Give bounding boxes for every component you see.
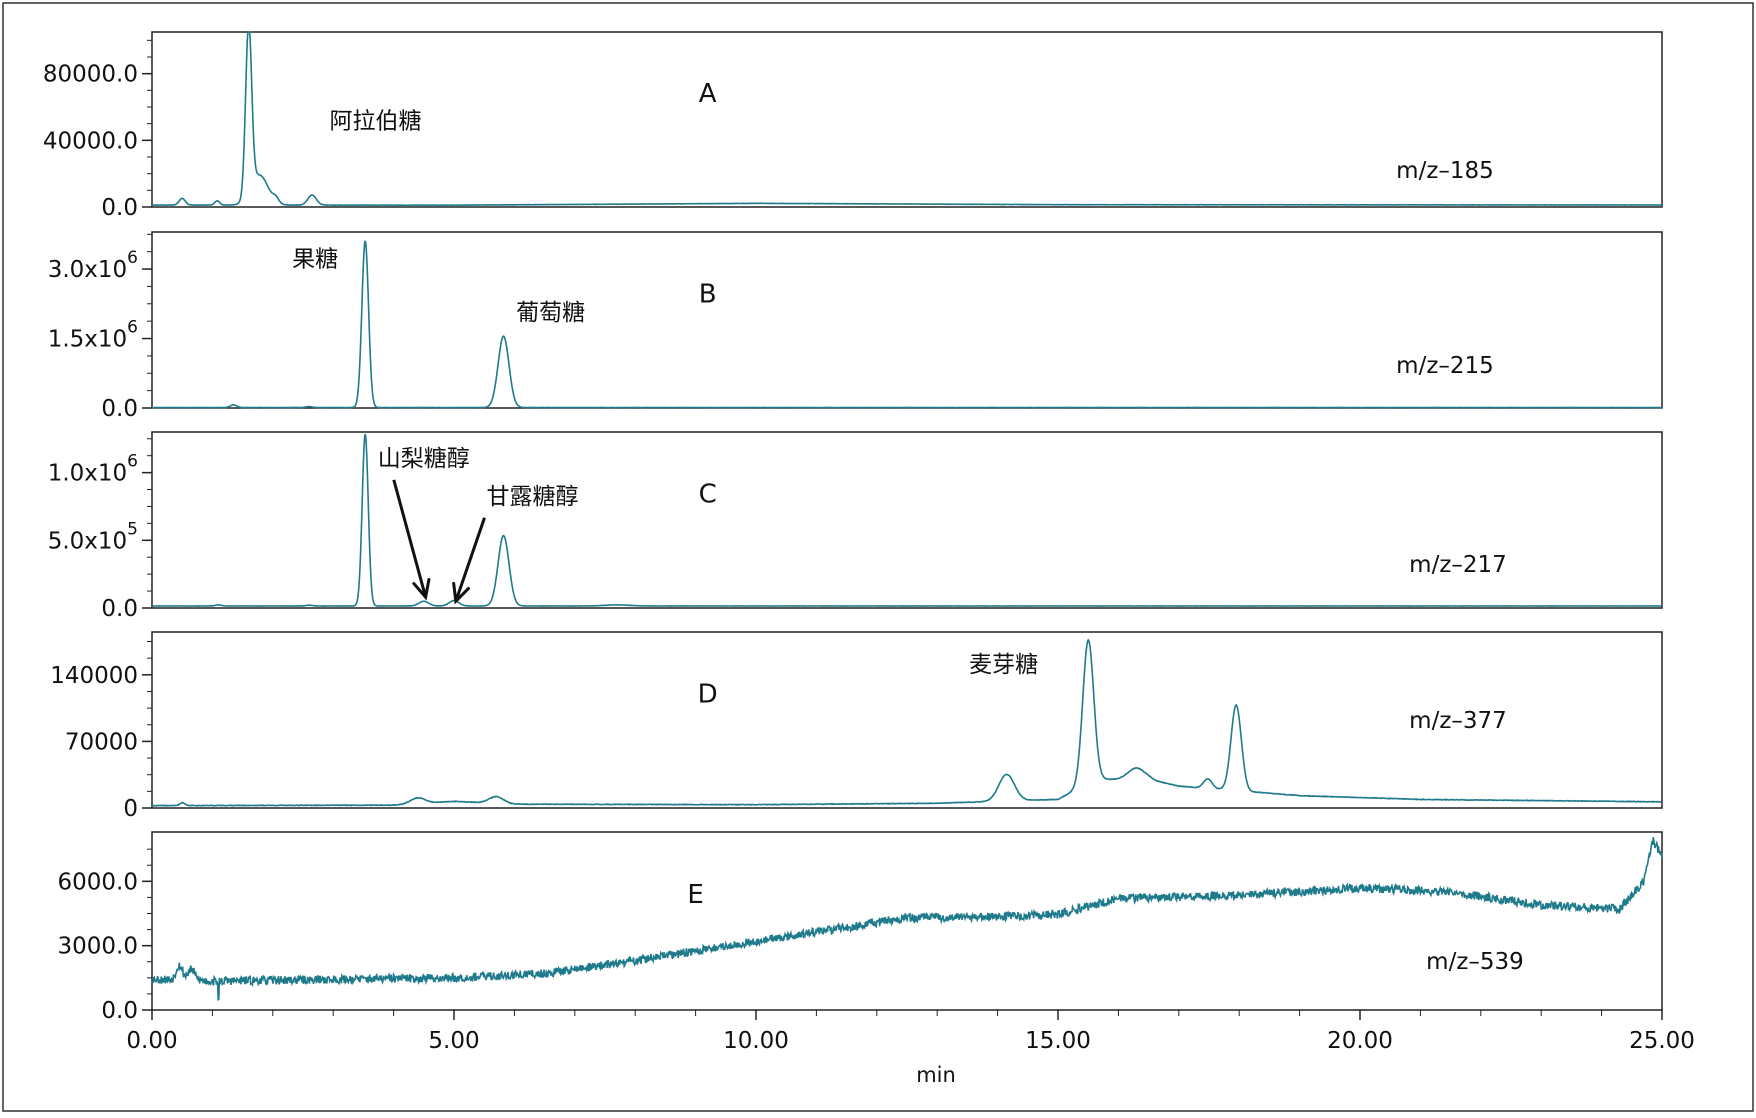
ion-label: m/z–185: [1396, 158, 1494, 184]
x-tick-label: 20.00: [1327, 1028, 1393, 1054]
trace-C: [151, 433, 1663, 607]
ion-label: m/z–215: [1396, 353, 1494, 379]
annotation-arrowhead: [412, 577, 431, 601]
x-tick-label: 5.00: [428, 1028, 479, 1054]
ion-label: m/z–217: [1409, 552, 1507, 578]
y-tick-label-base: 3.0x10: [48, 257, 127, 283]
trace-D: [151, 638, 1663, 807]
peak-annotation: 麦芽糖: [969, 652, 1038, 678]
y-tick-label: 3.0x106: [48, 248, 138, 283]
panel-frame: [151, 631, 1663, 809]
trace-E: [151, 837, 1663, 1002]
y-tick-label-exponent: 6: [127, 248, 138, 268]
y-tick-label-base: 5.0x10: [48, 528, 127, 554]
panel-E: 0.0 3000.0 6000.0 Em/z–539: [58, 831, 1663, 1024]
panel-letter: E: [687, 880, 703, 910]
peak-annotation: 果糖: [292, 247, 338, 273]
annotation-arrowhead: [452, 581, 470, 605]
y-tick-label: 0.0: [101, 596, 138, 622]
x-tick-label: 0.00: [126, 1028, 177, 1054]
y-tick-label: 5.0x105: [48, 519, 138, 554]
ion-label: m/z–539: [1426, 949, 1524, 975]
y-tick-label: 40000.0: [43, 128, 138, 154]
y-tick-label-exponent: 6: [127, 318, 138, 338]
y-tick-label-base: 1.5x10: [48, 327, 127, 353]
y-tick-label: 1.0x106: [48, 452, 138, 487]
panel-frame: [151, 31, 1663, 208]
x-tick-label: 10.00: [723, 1028, 789, 1054]
trace-A: [151, 31, 1663, 207]
peak-annotation: 葡萄糖: [516, 300, 585, 326]
y-tick-label: 0.0: [101, 195, 138, 221]
y-tick-label: 140000: [50, 663, 138, 689]
panel-A: 0.0 40000.0 80000.0 Am/z–185 阿拉伯糖: [43, 31, 1663, 221]
panel-letter: D: [698, 679, 718, 709]
x-axis: 0.00 5.00 10.00 15.00 20.00 25.00 min: [126, 1010, 1695, 1087]
x-tick-label: 25.00: [1629, 1028, 1695, 1054]
y-tick-label-base: 1.0x10: [48, 461, 127, 487]
y-tick-label: 6000.0: [58, 869, 138, 895]
ion-label: m/z–377: [1409, 708, 1507, 734]
x-tick-label: 15.00: [1025, 1028, 1091, 1054]
y-tick-label: 0.0: [101, 998, 138, 1024]
panel-frame: [151, 431, 1663, 609]
y-tick-label: 3000.0: [58, 934, 138, 960]
peak-annotation: 山梨糖醇: [378, 446, 470, 472]
y-tick-label-exponent: 5: [127, 519, 138, 539]
panel-letter: A: [699, 79, 717, 109]
annotation-arrow: [392, 479, 428, 598]
peak-annotation: 甘露糖醇: [487, 484, 579, 510]
y-tick-label: 0.0: [101, 396, 138, 422]
panel-frame: [151, 231, 1663, 409]
y-tick-label: 70000: [65, 729, 138, 755]
y-tick-label: 0: [123, 796, 138, 822]
peak-annotation: 阿拉伯糖: [329, 109, 421, 135]
panel-D: 0 70000 140000 Dm/z–377 麦芽糖: [50, 631, 1663, 822]
panel-letter: B: [699, 279, 717, 309]
x-axis-label: min: [916, 1063, 956, 1087]
panel-frame: [151, 831, 1663, 1011]
y-tick-label-exponent: 6: [127, 452, 138, 472]
y-tick-label: 80000.0: [43, 62, 138, 88]
panel-letter: C: [699, 479, 717, 509]
y-tick-label: 1.5x106: [48, 318, 138, 353]
annotation-arrow: [454, 517, 486, 602]
trace-B: [151, 240, 1663, 409]
